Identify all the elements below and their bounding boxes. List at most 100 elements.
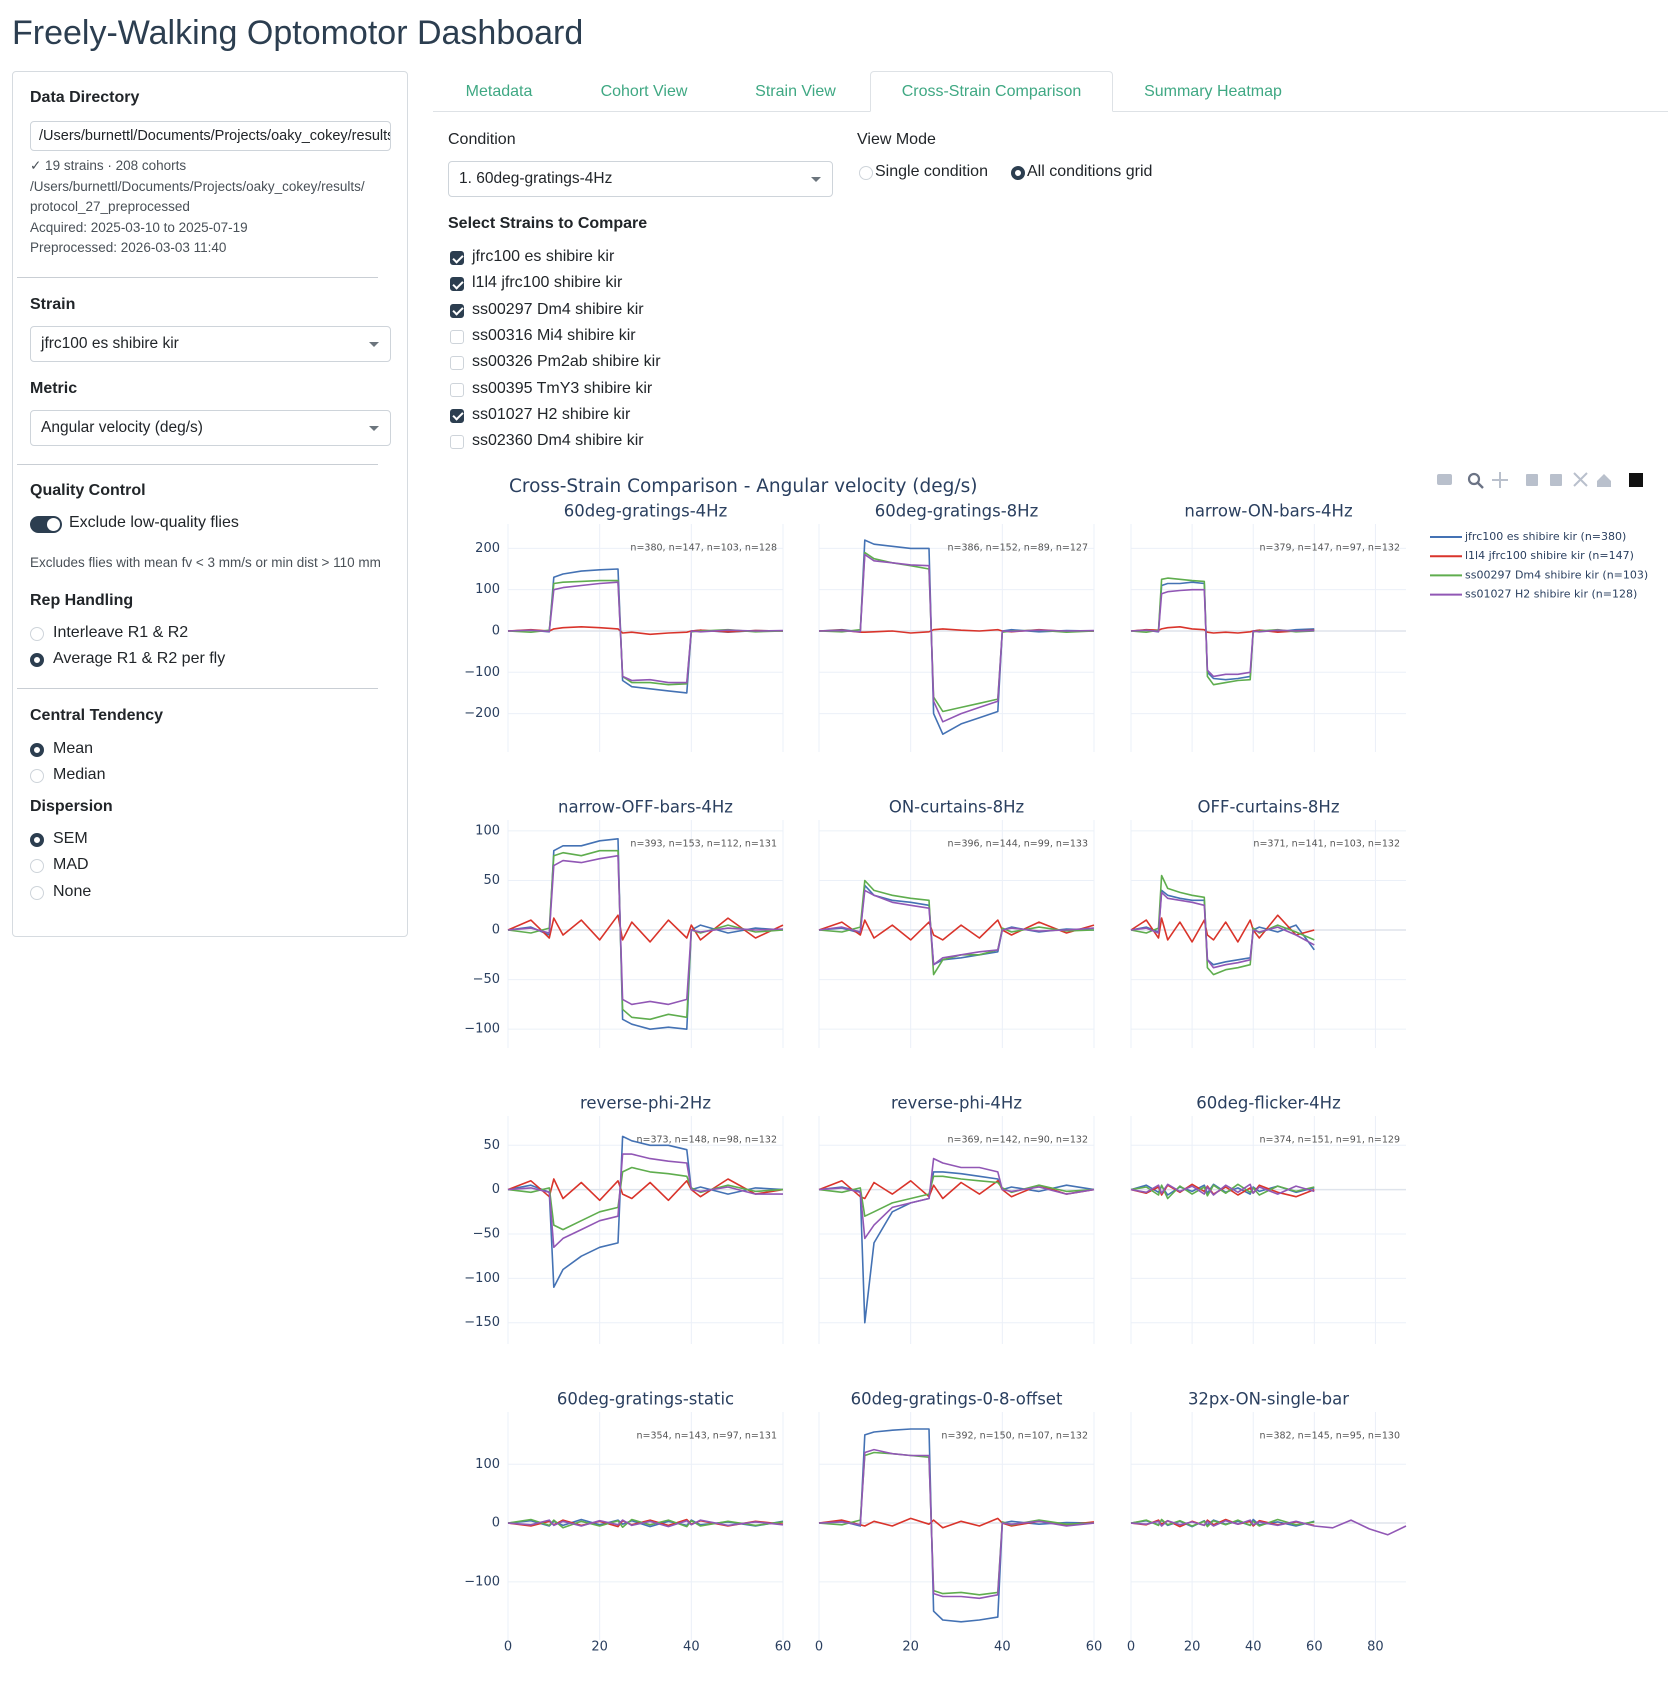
status-line: Preprocessed: 2026-03-03 11:40 — [30, 240, 227, 255]
panel-title: 60deg-flicker-4Hz — [1196, 1094, 1340, 1113]
series-line — [818, 1180, 1095, 1200]
autoscale-icon[interactable] — [1573, 472, 1588, 487]
radio-button[interactable] — [30, 627, 44, 641]
panel-annotation: n=380, n=147, n=103, n=128 — [630, 543, 777, 554]
status-line: /Users/burnettl/Documents/Projects/oaky_… — [30, 178, 365, 194]
legend-label: jfrc100 es shibire kir (n=380) — [1464, 530, 1626, 543]
series-line — [818, 1428, 1095, 1623]
checkbox-label: ss00316 Mi4 shibire kir — [472, 326, 636, 344]
series-line — [1130, 1183, 1315, 1196]
condition-select[interactable]: 1. 60deg-gratings-4Hz — [448, 161, 833, 197]
series-line — [507, 579, 784, 686]
series-line — [1130, 588, 1315, 678]
radio-button[interactable] — [30, 769, 44, 784]
radio-button[interactable] — [30, 833, 44, 847]
x-tick-label: 20 — [591, 1640, 608, 1655]
strain-select[interactable]: jfrc100 es shibire kir — [30, 326, 391, 362]
checkbox[interactable] — [450, 329, 464, 344]
control-label: Condition — [448, 131, 516, 148]
series-line — [818, 553, 1095, 723]
radio-button[interactable] — [859, 166, 873, 180]
series-line — [818, 879, 1095, 976]
sidebar — [12, 71, 408, 937]
select-value: jfrc100 es shibire kir — [41, 335, 179, 352]
y-tick-label: 100 — [475, 823, 500, 838]
x-tick-label: 40 — [683, 1640, 700, 1655]
checkbox[interactable] — [450, 382, 464, 397]
panel-annotation: n=369, n=142, n=90, n=132 — [947, 1135, 1088, 1146]
modebar — [1437, 472, 1643, 489]
checkbox[interactable] — [450, 356, 464, 371]
divider — [17, 688, 378, 689]
x-tick-label: 80 — [1367, 1640, 1384, 1655]
radio-label: None — [53, 882, 92, 900]
checkbox-label: ss01027 H2 shibire kir — [472, 405, 631, 423]
panel-title: 60deg-gratings-4Hz — [564, 502, 728, 521]
radio-button[interactable] — [1011, 166, 1025, 180]
checkbox-label: l1l4 jfrc100 shibire kir — [472, 274, 623, 292]
section-label: Central Tendency — [30, 707, 164, 724]
tab[interactable]: Summary Heatmap — [1144, 82, 1282, 100]
y-tick-label: 50 — [483, 1138, 500, 1153]
radio-button[interactable] — [30, 859, 44, 874]
panel-annotation: n=386, n=152, n=89, n=127 — [947, 543, 1088, 554]
radio-label: Interleave R1 & R2 — [53, 624, 189, 641]
panel-title: narrow-OFF-bars-4Hz — [558, 798, 733, 817]
toggle-switch[interactable] — [30, 516, 62, 533]
control-label: Select Strains to Compare — [448, 215, 648, 232]
y-tick-label: 0 — [492, 623, 500, 638]
series-line — [818, 539, 1095, 735]
tab[interactable]: Strain View — [755, 82, 836, 100]
radio-label: SEM — [53, 830, 88, 847]
tab[interactable]: Cohort View — [600, 82, 688, 100]
panel-annotation: n=382, n=145, n=95, n=130 — [1259, 1431, 1400, 1442]
x-tick-label: 60 — [775, 1640, 792, 1655]
checkbox[interactable] — [450, 303, 464, 318]
tab[interactable]: Cross-Strain Comparison — [870, 71, 1113, 112]
x-tick-label: 20 — [902, 1640, 919, 1655]
plotly-logo[interactable] — [1629, 473, 1643, 487]
series-line — [818, 919, 1095, 941]
y-tick-label: −100 — [464, 665, 500, 680]
radio-button[interactable] — [30, 885, 44, 900]
section-label: Quality Control — [30, 482, 146, 499]
y-tick-label: 0 — [492, 1516, 500, 1531]
reset-icon[interactable] — [1597, 474, 1611, 487]
series-line — [507, 854, 784, 1006]
checkbox-label: jfrc100 es shibire kir — [472, 248, 615, 265]
radio-button[interactable] — [30, 653, 44, 668]
zoom-in-icon[interactable] — [1526, 474, 1538, 486]
control-label: View Mode — [857, 131, 936, 148]
series-line — [507, 914, 784, 943]
metric-select[interactable]: Angular velocity (deg/s) — [30, 410, 391, 446]
select-value: Angular velocity (deg/s) — [41, 419, 203, 436]
series-line — [818, 1517, 1095, 1529]
radio-label: MAD — [53, 856, 89, 874]
panel-annotation: n=392, n=150, n=107, n=132 — [941, 1431, 1088, 1442]
status-line: Acquired: 2025-03-10 to 2025-07-19 — [30, 219, 248, 235]
status-line: ✓ 19 strains · 208 cohorts — [30, 158, 187, 173]
pan-icon[interactable] — [1492, 472, 1508, 488]
radio-label: All conditions grid — [1027, 163, 1153, 180]
camera-icon[interactable] — [1437, 474, 1452, 485]
checkbox[interactable] — [450, 435, 464, 450]
status-block: ✓ 19 strains · 208 cohorts/Users/burnett… — [30, 156, 365, 259]
tab[interactable]: Metadata — [465, 82, 533, 100]
section-label: Strain — [30, 296, 76, 313]
zoom-out-icon[interactable] — [1550, 474, 1562, 486]
series-line — [1130, 891, 1315, 969]
x-tick-label: 0 — [1127, 1640, 1135, 1655]
panel-annotation: n=379, n=147, n=97, n=132 — [1259, 543, 1400, 554]
y-tick-label: −200 — [464, 706, 500, 721]
path-input[interactable]: /Users/burnettl/Documents/Projects/oaky_… — [30, 121, 391, 151]
divider — [17, 464, 378, 465]
panel-annotation: n=373, n=148, n=98, n=132 — [636, 1135, 777, 1146]
y-tick-label: −100 — [464, 1022, 500, 1037]
zoom-icon[interactable] — [1467, 472, 1481, 486]
panel-title: ON-curtains-8Hz — [889, 798, 1024, 817]
radio-button[interactable] — [30, 743, 44, 757]
series-line — [507, 1153, 783, 1249]
checkbox[interactable] — [450, 277, 464, 292]
checkbox[interactable] — [450, 251, 464, 265]
checkbox[interactable] — [450, 408, 464, 423]
